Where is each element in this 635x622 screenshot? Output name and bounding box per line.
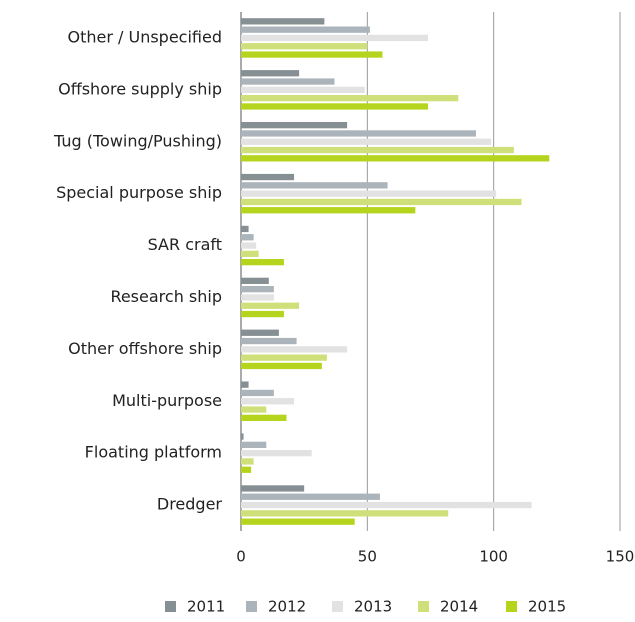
bar	[241, 250, 259, 257]
bar	[241, 173, 295, 181]
bar	[241, 26, 370, 33]
bar	[241, 362, 322, 370]
legend-label: 2011	[187, 598, 225, 616]
bar	[241, 493, 380, 500]
bar	[241, 286, 274, 293]
bar	[241, 466, 252, 473]
bar	[241, 510, 449, 517]
bar	[241, 501, 532, 509]
bar	[241, 389, 274, 397]
bar	[241, 18, 325, 25]
bar	[241, 198, 522, 206]
bar	[241, 70, 300, 77]
legend-label: 2013	[354, 598, 392, 616]
legend-swatch	[332, 601, 343, 612]
bar	[241, 518, 355, 525]
y-tick-label: Other offshore ship	[68, 339, 222, 358]
bar	[241, 34, 428, 42]
bar	[241, 398, 295, 405]
bar	[241, 190, 497, 197]
bar	[241, 122, 348, 129]
x-tick-label: 50	[358, 548, 377, 566]
bar	[241, 441, 267, 448]
bar	[241, 346, 348, 353]
y-tick-label: SAR craft	[148, 235, 222, 254]
y-tick-label: Multi-purpose	[112, 391, 222, 410]
bar	[241, 138, 492, 145]
legend-swatch	[165, 601, 176, 612]
bar	[241, 234, 254, 241]
x-tick-label: 100	[479, 548, 508, 566]
bar	[241, 103, 428, 110]
bar	[241, 259, 284, 266]
legend-swatch	[418, 601, 429, 612]
bar	[241, 381, 249, 388]
bar	[241, 51, 383, 58]
x-tick-label: 150	[606, 548, 635, 566]
legend-label: 2012	[268, 598, 306, 616]
bar	[241, 354, 327, 361]
bar	[241, 433, 244, 440]
bar	[241, 146, 514, 154]
y-tick-label: Research ship	[110, 287, 222, 306]
bar	[241, 130, 476, 137]
bar	[241, 329, 279, 336]
bar	[241, 277, 269, 284]
bar	[241, 43, 368, 50]
bar	[241, 310, 284, 318]
bar	[241, 78, 335, 85]
bar	[241, 302, 300, 309]
bar	[241, 406, 267, 413]
bar	[241, 95, 459, 102]
bar	[241, 337, 297, 345]
bar	[241, 414, 287, 421]
bar	[241, 450, 312, 457]
legend-label: 2015	[528, 598, 566, 616]
y-tick-label: Floating platform	[85, 443, 222, 462]
bar	[241, 207, 416, 214]
y-tick-label: Other / Unspecified	[68, 27, 223, 46]
bar	[241, 242, 257, 249]
bar	[241, 294, 274, 301]
bar	[241, 155, 550, 162]
y-tick-label: Special purpose ship	[56, 183, 222, 202]
legend-swatch	[246, 601, 257, 612]
bar	[241, 182, 388, 189]
bar	[241, 458, 254, 465]
legend-label: 2014	[440, 598, 478, 616]
y-tick-label: Tug (Towing/Pushing)	[53, 131, 222, 150]
y-tick-label: Dredger	[157, 495, 223, 514]
bar	[241, 86, 365, 93]
x-tick-label: 0	[236, 548, 246, 566]
bar	[241, 485, 305, 492]
bar	[241, 225, 249, 233]
legend-swatch	[506, 601, 517, 612]
y-tick-label: Offshore supply ship	[58, 79, 222, 98]
